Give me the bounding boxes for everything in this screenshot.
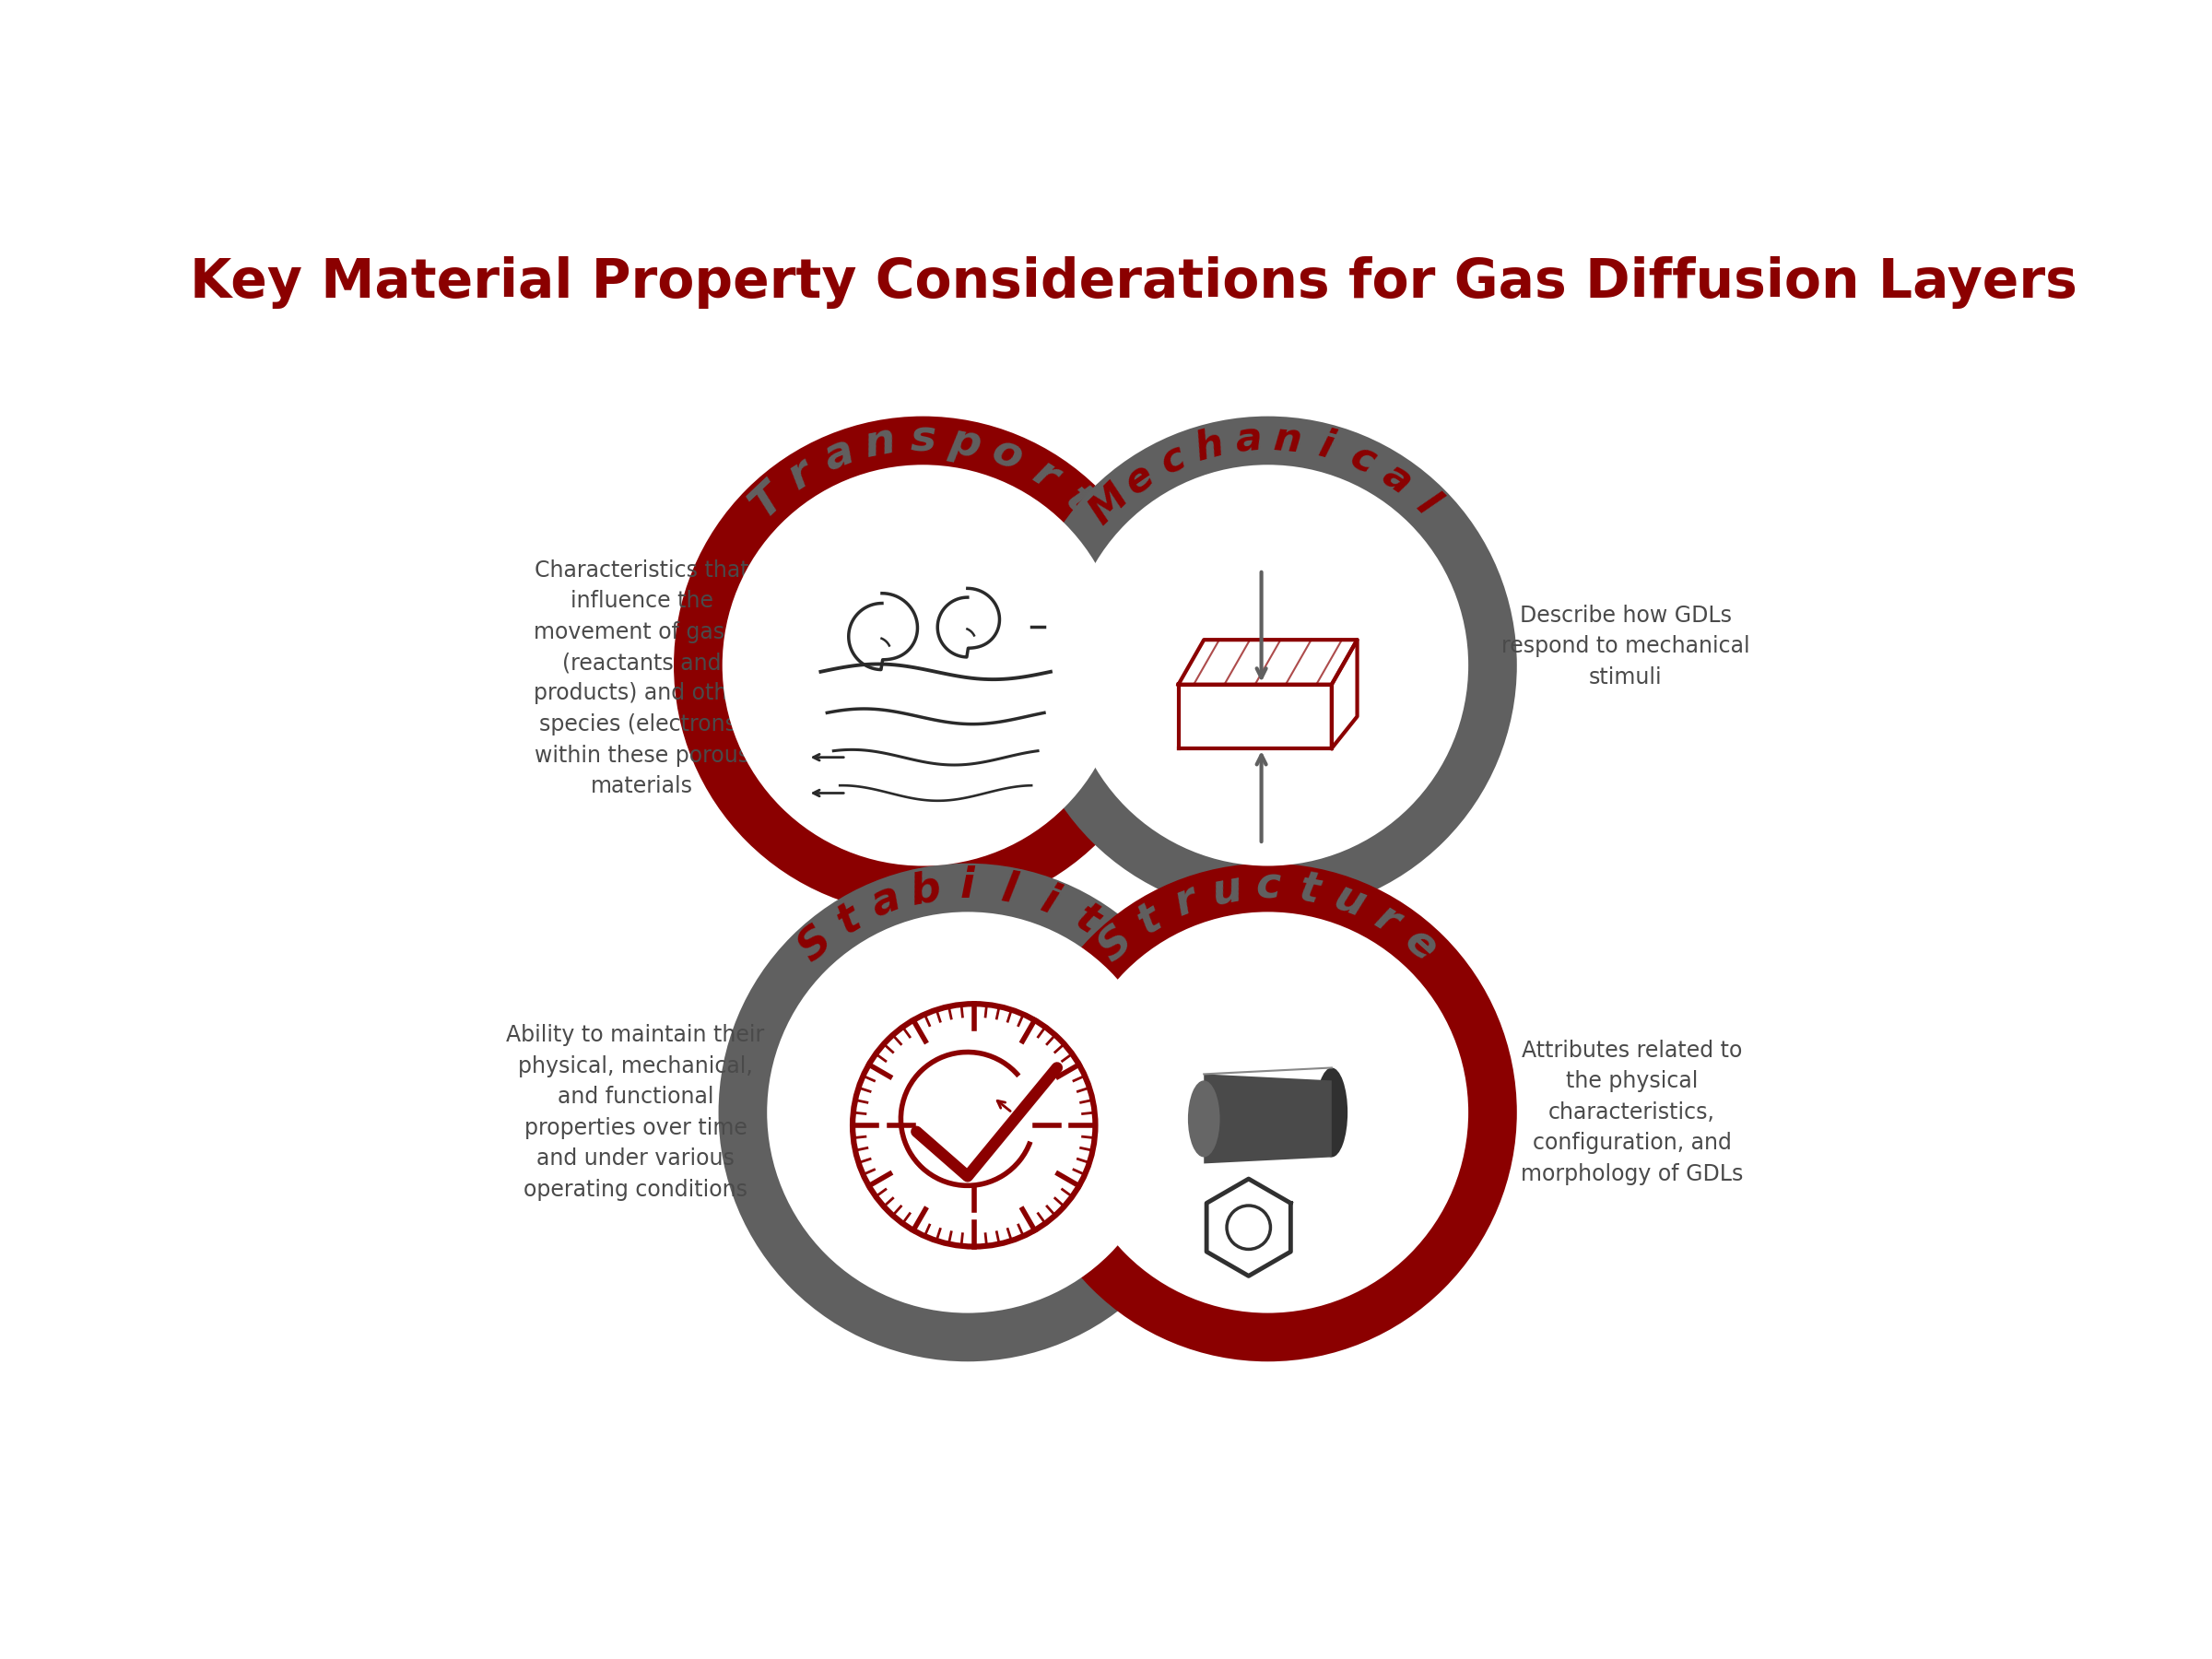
Text: c: c <box>1254 866 1281 907</box>
Text: t: t <box>830 898 869 942</box>
Text: r: r <box>1024 451 1064 498</box>
Circle shape <box>1020 863 1517 1362</box>
Text: a: a <box>1234 420 1263 461</box>
Text: Ability to maintain their
physical, mechanical,
and functional
properties over t: Ability to maintain their physical, mech… <box>507 1024 765 1201</box>
Text: y: y <box>1095 921 1144 969</box>
Circle shape <box>1066 465 1469 866</box>
Circle shape <box>675 416 1172 914</box>
Text: T: T <box>741 476 792 526</box>
Text: r: r <box>781 451 821 498</box>
Text: u: u <box>1327 876 1371 926</box>
Text: n: n <box>860 420 900 466</box>
Polygon shape <box>1102 647 1159 685</box>
Text: Key Material Property Considerations for Gas Diffusion Layers: Key Material Property Considerations for… <box>190 255 2077 309</box>
Polygon shape <box>1135 1077 1203 1148</box>
Text: i: i <box>960 866 975 907</box>
Text: l: l <box>1409 486 1444 523</box>
Circle shape <box>768 912 1168 1312</box>
Circle shape <box>1020 416 1517 914</box>
Text: Attributes related to
the physical
characteristics,
configuration, and
morpholog: Attributes related to the physical chara… <box>1520 1040 1743 1185</box>
Polygon shape <box>1031 630 1102 700</box>
Circle shape <box>1066 912 1469 1312</box>
Text: S: S <box>790 919 841 971</box>
Text: t: t <box>1130 898 1168 942</box>
Text: t: t <box>1296 868 1323 912</box>
Polygon shape <box>1248 902 1287 946</box>
Circle shape <box>723 465 1124 866</box>
Text: p: p <box>947 420 984 466</box>
Text: Characteristics that
influence the
movement of gases
(reactants and
products) an: Characteristics that influence the movem… <box>533 559 750 798</box>
Text: c: c <box>1155 438 1192 483</box>
Text: b: b <box>907 868 945 914</box>
Text: Describe how GDLs
respond to mechanical
stimuli: Describe how GDLs respond to mechanical … <box>1502 604 1750 688</box>
Text: e: e <box>1117 456 1161 503</box>
Text: M: M <box>1082 476 1137 533</box>
Text: S: S <box>1091 919 1141 971</box>
Text: a: a <box>818 431 860 479</box>
Text: h: h <box>1190 425 1228 469</box>
Text: a: a <box>1374 456 1418 503</box>
Text: i: i <box>1035 879 1064 924</box>
Text: i: i <box>1314 426 1338 468</box>
Text: t: t <box>1066 898 1106 942</box>
Text: l: l <box>998 868 1020 912</box>
Polygon shape <box>1203 1073 1332 1163</box>
Text: o: o <box>984 431 1029 479</box>
Text: a: a <box>865 878 907 926</box>
Text: t: t <box>1057 479 1099 524</box>
Text: e: e <box>1396 921 1444 971</box>
Text: n: n <box>1272 420 1303 461</box>
Ellipse shape <box>1188 1080 1219 1158</box>
Text: r: r <box>1367 898 1407 944</box>
Text: r: r <box>1170 878 1203 924</box>
Polygon shape <box>1232 876 1303 946</box>
Polygon shape <box>1031 1093 1135 1131</box>
Ellipse shape <box>1316 1068 1347 1158</box>
Text: s: s <box>909 418 936 460</box>
Circle shape <box>719 863 1217 1362</box>
Text: c: c <box>1345 438 1382 483</box>
Text: u: u <box>1208 868 1245 914</box>
